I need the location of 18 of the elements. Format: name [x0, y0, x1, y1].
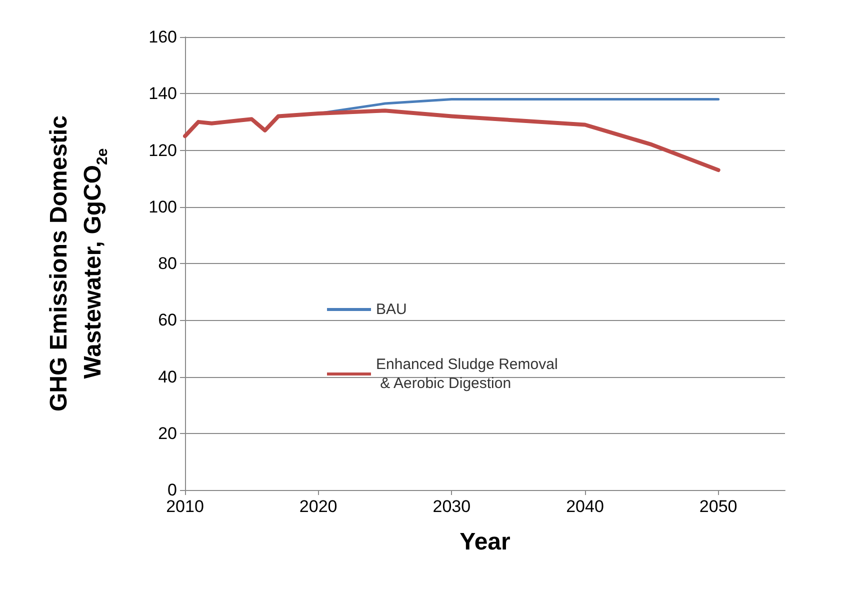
x-tick-label: 2050	[699, 497, 738, 516]
y-tick-label: 140	[148, 84, 177, 104]
x-tick-label: 2040	[566, 497, 604, 516]
legend-label: BAU	[376, 301, 407, 318]
line-series	[183, 108, 720, 172]
x-axis-title: Year	[460, 528, 510, 556]
y-tick-label: 20	[158, 424, 177, 443]
y-tick-label: 40	[158, 367, 177, 386]
legend-label: Enhanced Sludge Removal & Aerobic Digestion	[376, 356, 558, 392]
x-tick-label: 2020	[299, 497, 338, 516]
y-tick-label: 60	[158, 310, 177, 330]
x-tick-label: 2010	[166, 497, 204, 516]
x-tick-label: 2030	[432, 497, 471, 516]
y-tick-label: 80	[158, 254, 177, 273]
y-tick-label: 120	[148, 140, 177, 160]
y-tick-label: 0	[168, 480, 177, 500]
y-tick-label: 160	[148, 28, 177, 46]
y-tick-label: 100	[148, 197, 177, 216]
